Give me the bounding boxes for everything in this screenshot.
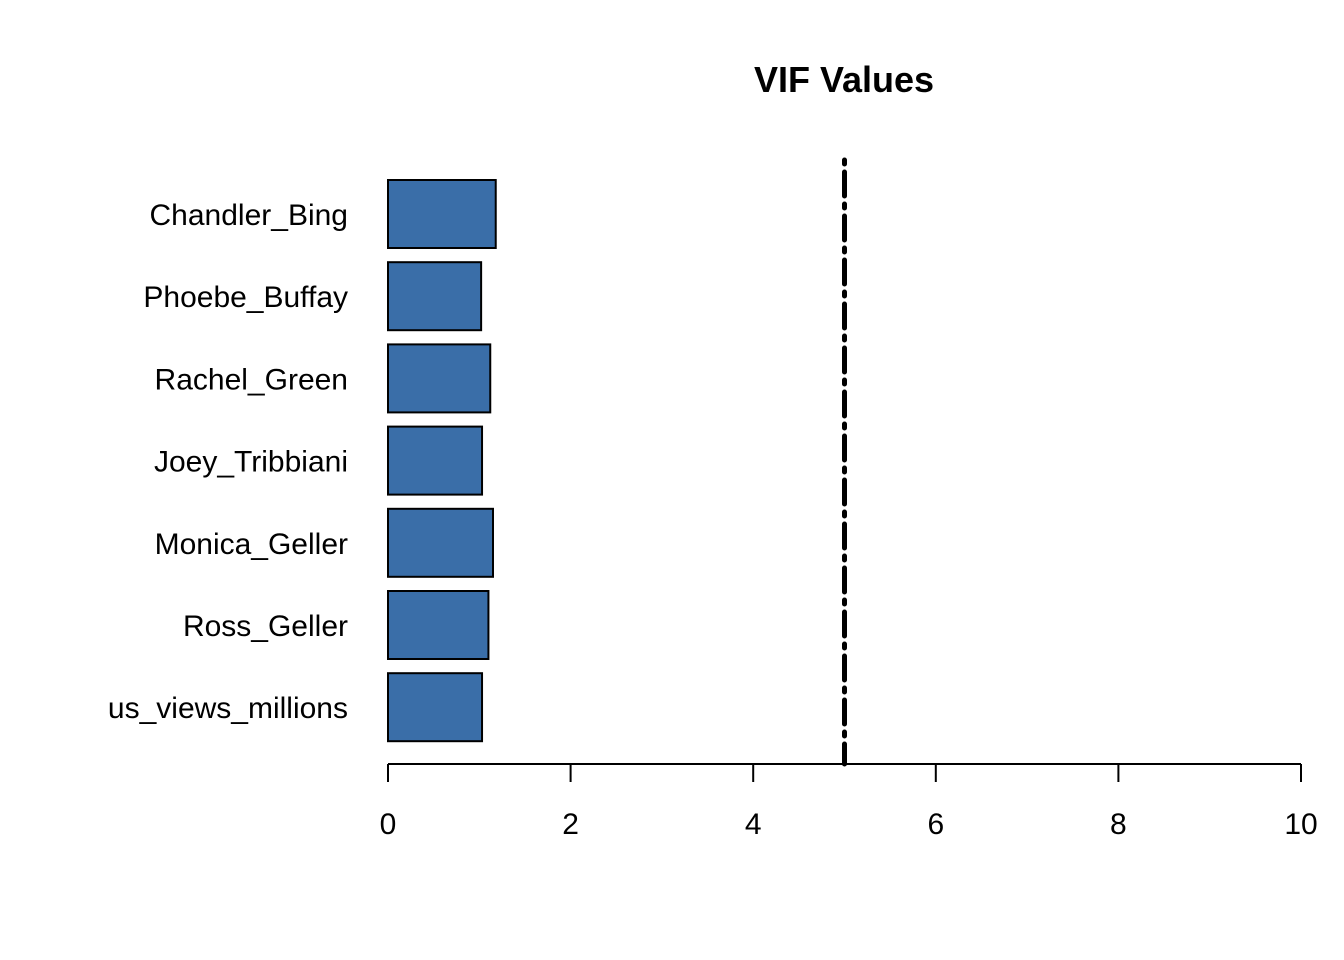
bar-rachel-green <box>387 343 492 414</box>
x-tick-label: 10 <box>1284 808 1317 841</box>
category-label: Chandler_Bing <box>150 199 348 232</box>
bar-us-views-millions <box>387 672 484 743</box>
category-label: Monica_Geller <box>155 528 348 561</box>
bar-chandler-bing <box>387 179 497 249</box>
category-label: Rachel_Green <box>155 363 348 396</box>
bar-phoebe-buffay <box>387 261 483 332</box>
bar-ross-geller <box>387 590 490 660</box>
bar-joey-tribbiani <box>387 425 484 496</box>
category-label: Phoebe_Buffay <box>143 281 348 314</box>
x-tick-label: 8 <box>1110 808 1127 841</box>
x-axis: 0 2 4 6 8 10 <box>380 763 1318 841</box>
bars-group <box>387 179 497 743</box>
category-label: Joey_Tribbiani <box>154 446 348 479</box>
category-labels-group: Chandler_Bing Phoebe_Buffay Rachel_Green Jo… <box>108 199 348 725</box>
x-tick-label: 6 <box>927 808 944 841</box>
category-label: Ross_Geller <box>183 610 348 643</box>
x-tick-label: 4 <box>745 808 762 841</box>
x-tick-label: 0 <box>380 808 397 841</box>
x-tick-label: 2 <box>562 808 579 841</box>
chart-title: VIF Values <box>754 59 934 100</box>
category-label: us_views_millions <box>108 692 348 725</box>
bar-monica-geller <box>387 507 494 578</box>
